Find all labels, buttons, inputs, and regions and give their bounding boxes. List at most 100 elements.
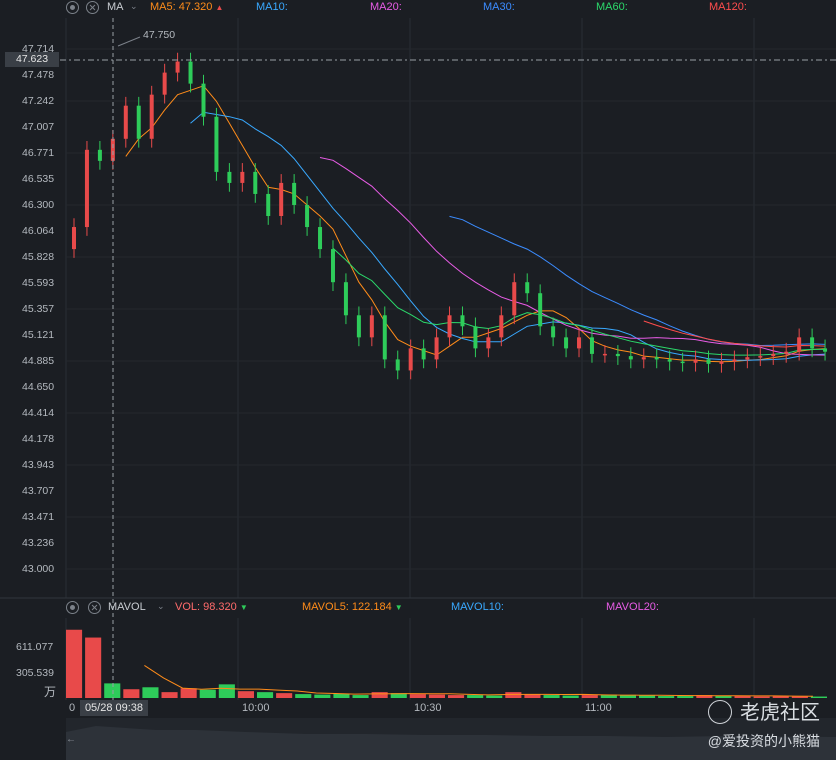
candle-body bbox=[564, 337, 569, 349]
candle-body bbox=[72, 227, 76, 250]
candle-body bbox=[797, 337, 802, 352]
candle-body bbox=[706, 359, 711, 364]
ma20-line bbox=[319, 157, 826, 356]
main-indicator-bar: MA ⌄ MA5: 47.320 ▲ MA10: MA20: MA30: MA6… bbox=[0, 0, 836, 16]
ma5-legend: MA5: 47.320 ▲ bbox=[150, 1, 224, 13]
mavol5-legend: MAVOL5: 122.184 ▼ bbox=[302, 601, 403, 613]
candle-body bbox=[201, 83, 206, 117]
volume-bar bbox=[600, 694, 617, 698]
watermark-user: @爱投资的小熊猫 bbox=[707, 733, 820, 749]
candle-body bbox=[732, 359, 737, 362]
candle-body bbox=[408, 348, 413, 371]
price-axis-label: 46.535 bbox=[22, 173, 55, 185]
candle-body bbox=[253, 171, 258, 194]
volume-close-icon[interactable] bbox=[88, 601, 101, 614]
price-axis-label: 46.771 bbox=[22, 147, 55, 159]
volume-bar bbox=[715, 695, 732, 698]
candle-body bbox=[175, 61, 180, 73]
volume-bar bbox=[467, 695, 484, 698]
volume-bar bbox=[104, 683, 121, 698]
candle-body bbox=[784, 351, 789, 354]
candle-body bbox=[292, 182, 297, 205]
candle-body bbox=[577, 337, 582, 349]
candle-body bbox=[343, 282, 348, 316]
candle-body bbox=[512, 282, 517, 316]
volume-bar bbox=[352, 695, 369, 698]
volume-bar bbox=[696, 695, 713, 698]
candle-body bbox=[538, 293, 543, 327]
volume-bar bbox=[428, 694, 445, 698]
mavol5-line bbox=[144, 664, 813, 697]
price-axis-label: 46.064 bbox=[22, 225, 55, 237]
watermark-brand: 老虎社区 bbox=[708, 696, 820, 726]
volume-indicator-bar: MAVOL ⌄ VOL: 98.320 ▼ MAVOL5: 122.184 ▼ … bbox=[0, 600, 836, 616]
volume-unit: 万 bbox=[44, 685, 57, 699]
volume-chevron-down-icon[interactable]: ⌄ bbox=[157, 601, 165, 611]
candle-body bbox=[447, 315, 452, 338]
volume-bar bbox=[810, 696, 827, 698]
candle-body bbox=[693, 359, 698, 363]
time-navigator[interactable]: ← bbox=[66, 718, 836, 760]
ma30-legend: MA30: bbox=[483, 1, 515, 13]
volume-settings-gear-icon[interactable] bbox=[66, 601, 79, 614]
candle-body bbox=[473, 326, 478, 349]
time-label-1100: 11:00 bbox=[585, 702, 612, 714]
ma30-line bbox=[449, 215, 826, 347]
volume-axis-upper: 611.077 bbox=[16, 641, 54, 653]
candle-body bbox=[551, 326, 556, 338]
volume-bar bbox=[371, 692, 388, 698]
candle-body bbox=[149, 94, 154, 139]
main-indicator-name[interactable]: MA bbox=[107, 1, 124, 13]
price-axis-label: 45.828 bbox=[22, 251, 55, 263]
price-axis-label: 44.650 bbox=[22, 381, 55, 393]
price-axis-label: 46.300 bbox=[22, 199, 55, 211]
candle-body bbox=[758, 356, 763, 358]
candle-body bbox=[810, 337, 815, 349]
price-axis-label: 44.414 bbox=[22, 407, 55, 419]
navigator-left-arrow-icon[interactable]: ← bbox=[66, 734, 76, 745]
candle-body bbox=[395, 359, 400, 371]
volume-bar bbox=[409, 694, 426, 698]
price-axis-label: 45.121 bbox=[22, 329, 55, 341]
volume-bar bbox=[295, 694, 312, 698]
candle-body bbox=[356, 315, 361, 338]
volume-bar bbox=[791, 696, 808, 698]
chevron-down-icon[interactable]: ⌄ bbox=[130, 1, 138, 11]
candle-body bbox=[318, 227, 323, 250]
candle-body bbox=[486, 337, 491, 349]
volume-bar bbox=[562, 695, 579, 698]
candle-body bbox=[602, 353, 607, 356]
candle-body bbox=[97, 149, 102, 161]
volume-bar bbox=[639, 695, 656, 698]
candle-body bbox=[330, 249, 335, 283]
volume-bar bbox=[677, 696, 694, 698]
volume-bar bbox=[237, 691, 254, 698]
settings-gear-icon[interactable] bbox=[66, 1, 79, 14]
ma10-line bbox=[190, 111, 826, 361]
volume-bar bbox=[333, 693, 350, 698]
candle-body bbox=[227, 171, 232, 183]
price-axis-label: 47.478 bbox=[22, 69, 55, 81]
close-indicator-icon[interactable] bbox=[86, 1, 99, 14]
ma60-legend: MA60: bbox=[596, 1, 628, 13]
candle-body bbox=[719, 361, 724, 364]
volume-bar bbox=[218, 684, 235, 698]
ma-long-line bbox=[643, 320, 826, 348]
volume-bar bbox=[524, 694, 541, 698]
price-axis-label: 43.707 bbox=[22, 485, 55, 497]
volume-bar bbox=[581, 695, 598, 698]
candle-body bbox=[823, 348, 828, 352]
volume-bar bbox=[199, 689, 216, 698]
candle-body bbox=[136, 105, 141, 139]
mavol20-legend: MAVOL20: bbox=[606, 601, 659, 613]
volume-bar bbox=[772, 696, 789, 698]
price-axis-label: 44.885 bbox=[22, 355, 55, 367]
volume-bar bbox=[314, 694, 331, 698]
crosshair-price-tag: 47.623 bbox=[5, 52, 59, 67]
volume-bar bbox=[658, 696, 675, 698]
volume-indicator-name[interactable]: MAVOL bbox=[108, 601, 146, 613]
volume-bar bbox=[390, 693, 407, 698]
volume-bar bbox=[142, 687, 159, 698]
crosshair-time-tag: 05/28 09:38 bbox=[80, 700, 148, 716]
